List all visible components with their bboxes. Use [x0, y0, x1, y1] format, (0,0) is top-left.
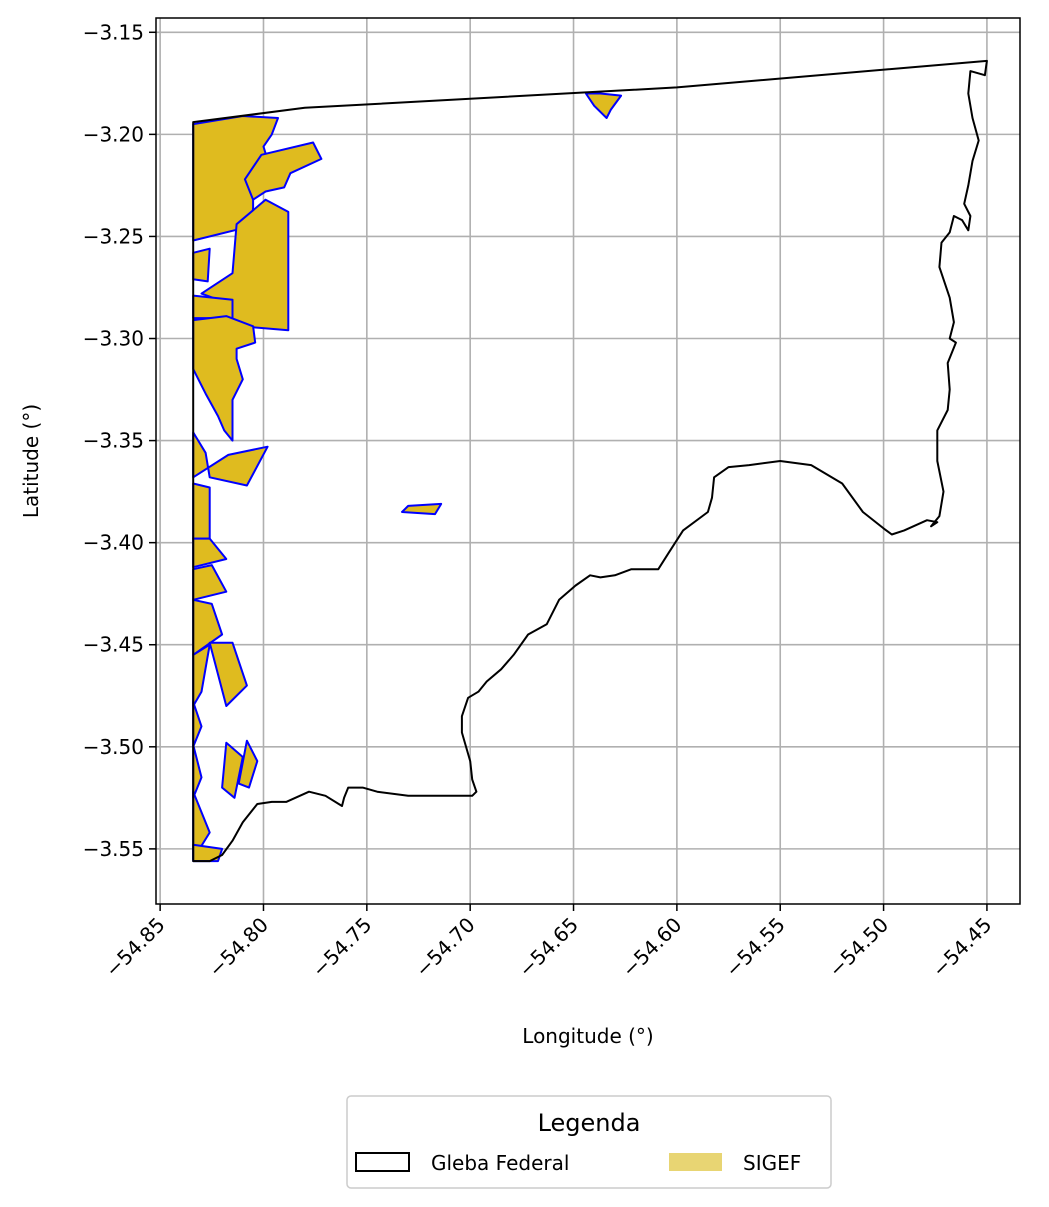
legend: Legenda Gleba Federal SIGEF [346, 1095, 832, 1189]
x-tick-label-2: −54.75 [307, 913, 376, 982]
gleba-federal-boundary [192, 59, 988, 863]
x-axis-ticks: −54.85 −54.80 −54.75 −54.70 −54.65 −54.60 −54.… [100, 904, 996, 982]
legend-swatch-gleba [355, 1152, 410, 1172]
sigef-parcel-16 [237, 739, 259, 789]
sigef-parcel-20 [401, 502, 443, 516]
y-tick-label-8: −3.55 [83, 837, 144, 861]
sigef-parcel-18 [192, 843, 224, 863]
sigef-parcel-6 [192, 431, 269, 487]
sigef-parcel-13 [192, 700, 203, 748]
sigef-parcel-7 [192, 482, 211, 540]
x-tick-label-4: −54.65 [514, 913, 583, 982]
y-tick-label-5: −3.40 [83, 531, 144, 555]
sigef-parcel-14 [192, 743, 203, 799]
legend-label-gleba: Gleba Federal [431, 1151, 569, 1175]
sigef-parcel-9 [192, 564, 228, 601]
legend-title: Legenda [538, 1109, 641, 1137]
grid-lines [156, 18, 1020, 904]
y-tick-label-1: −3.20 [83, 122, 144, 146]
sigef-parcel-19 [584, 92, 623, 119]
y-tick-label-4: −3.35 [83, 429, 144, 453]
y-axis-label: Latitude (°) [19, 404, 43, 518]
sigef-parcels [192, 92, 623, 863]
x-tick-label-0: −54.85 [100, 913, 169, 982]
y-tick-label-3: −3.30 [83, 327, 144, 351]
x-tick-label-7: −54.50 [824, 913, 893, 982]
sigef-parcel-4 [192, 294, 234, 320]
y-tick-label-0: −3.15 [83, 20, 144, 44]
y-tick-label-6: −3.45 [83, 633, 144, 657]
sigef-parcel-1 [243, 141, 323, 201]
sigef-parcel-11 [192, 643, 211, 707]
legend-label-sigef: SIGEF [743, 1151, 801, 1175]
axes-frame [155, 17, 1021, 905]
x-tick-label-8: −54.45 [927, 913, 996, 982]
x-tick-label-3: −54.70 [410, 913, 479, 982]
y-axis-ticks: −3.15 −3.20 −3.25 −3.30 −3.35 −3.40 −3.45 −3.50… [83, 20, 156, 861]
x-tick-label-6: −54.55 [720, 913, 789, 982]
y-tick-label-7: −3.50 [83, 735, 144, 759]
sigef-parcel-12 [208, 641, 248, 707]
y-tick-label-2: −3.25 [83, 224, 144, 248]
x-tick-label-1: −54.80 [204, 913, 273, 982]
x-tick-label-5: −54.60 [617, 913, 686, 982]
legend-swatch-sigef [669, 1153, 722, 1171]
x-axis-label: Longitude (°) [522, 1024, 653, 1048]
sigef-parcel-15 [221, 741, 244, 799]
sigef-parcel-5 [192, 315, 257, 442]
sigef-parcel-3 [192, 247, 211, 283]
